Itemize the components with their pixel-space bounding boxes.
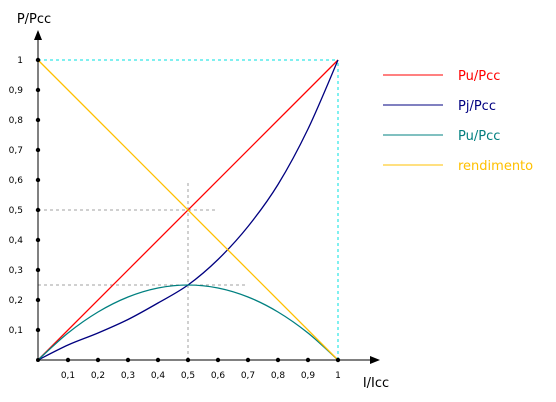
y-tick-label-3: 0,4 [9,236,24,246]
x-tick-label-5: 0,6 [211,371,226,381]
x-tick-label-6: 0,7 [241,371,255,381]
x-axis-label: I/Icc [363,376,389,391]
y-tick-label-4: 0,5 [9,206,23,216]
x-tick-label-3: 0,4 [151,371,166,381]
y-tick-dot-3 [35,237,41,243]
y-tick-dot-1 [35,297,41,303]
series-line-3 [37,59,339,361]
x-tick-dot-5 [215,357,221,363]
y-tick-dot-7 [35,117,41,123]
legend-label-3: rendimento [458,159,533,174]
axis-ticks: 0,1 0,2 0,3 0,4 0,5 0,6 0,7 0,8 0,9 1 0,1 0,2 0,3 0,4… [9,56,341,381]
x-tick-label-8: 0,9 [301,371,316,381]
x-tick-dot-3 [155,357,161,363]
legend-label-2: Pu/Pcc [458,129,500,144]
y-axis-label: P/Pcc [17,12,51,27]
legend-label-0: Pu/Pcc [458,69,500,84]
y-axis-arrow [34,30,42,40]
x-axis-arrow [370,356,380,364]
y-tick-label-1: 0,2 [9,296,23,306]
x-tick-dot-8 [305,357,311,363]
legend: Pu/Pcc Pj/Pcc Pu/Pcc rendimento [383,69,533,174]
x-tick-dot-6 [245,357,251,363]
x-tick-label-4: 0,5 [181,371,195,381]
y-tick-dot-9 [35,57,41,63]
y-tick-label-6: 0,7 [9,146,23,156]
x-tick-dot-4 [185,357,191,363]
x-tick-dot-0 [65,357,71,363]
y-tick-dot-2 [35,267,41,273]
y-tick-label-2: 0,3 [9,266,23,276]
y-tick-label-7: 0,8 [9,116,24,126]
x-tick-dot-9 [335,357,341,363]
x-tick-label-7: 0,8 [271,371,286,381]
y-tick-label-0: 0,1 [9,326,23,336]
y-tick-label-5: 0,6 [9,176,24,186]
y-tick-dot-0 [35,327,41,333]
series-line-2 [37,284,339,361]
x-tick-dot-1 [95,357,101,363]
axes [34,30,380,364]
y-tick-dot-4 [35,207,41,213]
legend-label-1: Pj/Pcc [458,99,496,114]
y-tick-label-9: 1 [17,56,23,66]
y-tick-dot-5 [35,177,41,183]
x-tick-label-2: 0,3 [121,371,135,381]
y-tick-dot-8 [35,87,41,93]
x-tick-dot-2 [125,357,131,363]
y-tick-label-8: 0,9 [9,86,24,96]
x-tick-label-9: 1 [335,371,341,381]
origin-dot [36,358,40,362]
x-tick-label-0: 0,1 [61,371,75,381]
chart-curves [37,59,339,361]
x-tick-dot-7 [275,357,281,363]
y-tick-dot-6 [35,147,41,153]
x-tick-label-1: 0,2 [91,371,105,381]
